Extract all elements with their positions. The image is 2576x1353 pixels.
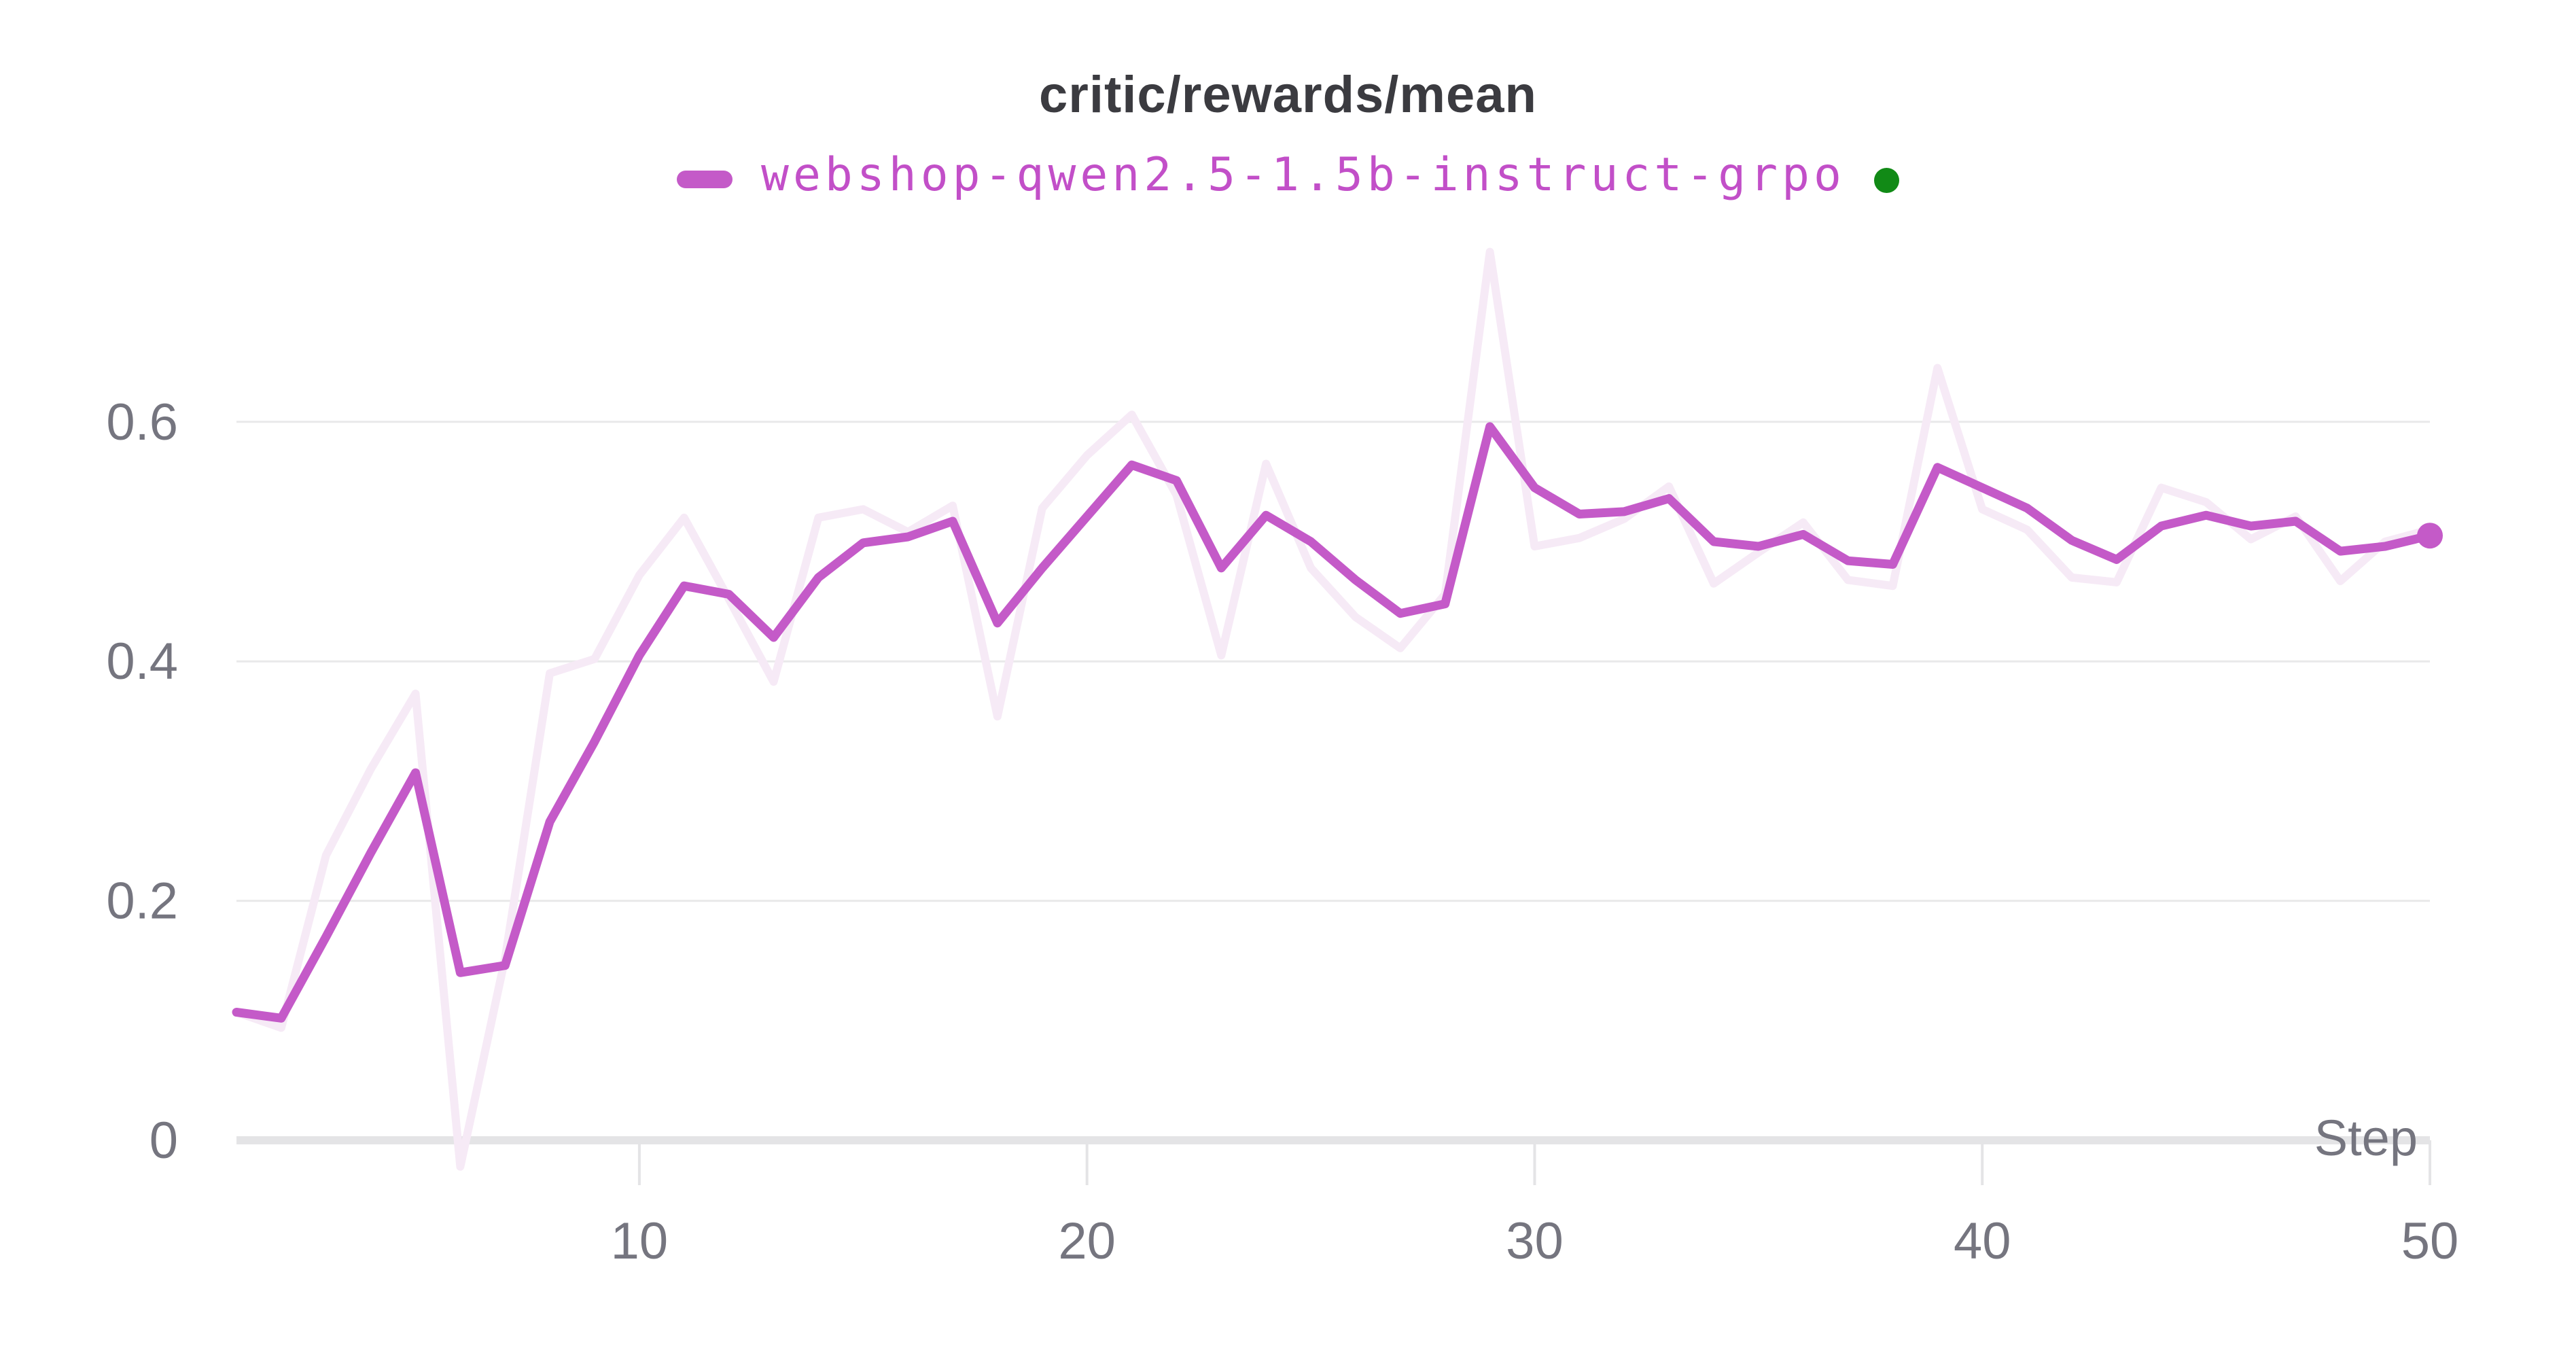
run-status-dot-icon [1873,168,1899,194]
x-tick-label: 30 [1506,1212,1564,1270]
x-tick-label: 20 [1058,1212,1116,1270]
legend-line-swatch [677,170,733,188]
x-tick-label: 10 [611,1212,669,1270]
series-end-point-marker [2417,523,2443,549]
x-axis-title: Step [2314,1110,2418,1166]
chart-header: critic/rewards/mean webshop-qwen2.5-1.5b… [0,67,2576,198]
y-tick-label: 0.2 [106,873,178,930]
chart-legend[interactable]: webshop-qwen2.5-1.5b-instruct-grpo [0,152,2576,198]
y-tick-label: 0.6 [106,393,178,451]
chart-title: critic/rewards/mean [1039,66,1537,124]
x-tick-label: 40 [1954,1212,2011,1270]
y-tick-label: 0.4 [106,633,178,690]
y-tick-label: 0 [149,1112,178,1170]
smoothed-series-path [232,422,2435,1023]
x-tick-label: 50 [2401,1212,2459,1270]
raw-series-path [232,247,2434,1171]
legend-series-label: webshop-qwen2.5-1.5b-instruct-grpo [761,147,1846,202]
